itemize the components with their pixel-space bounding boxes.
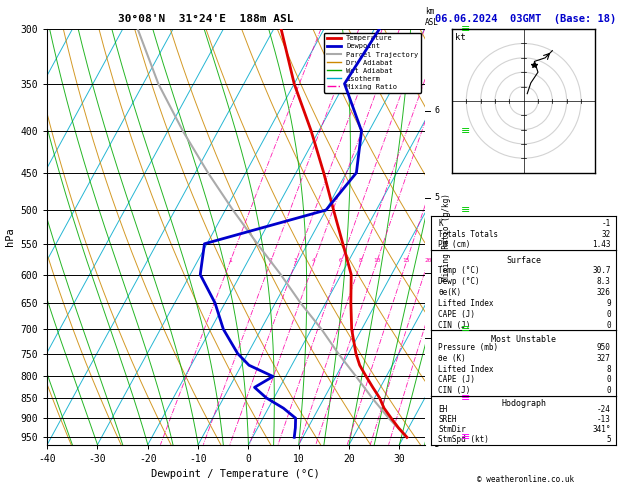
Text: CIN (J): CIN (J) bbox=[438, 386, 470, 395]
Text: -1: -1 bbox=[601, 219, 611, 228]
Text: 9: 9 bbox=[606, 298, 611, 308]
Text: Pressure (mb): Pressure (mb) bbox=[438, 343, 498, 352]
Text: 6: 6 bbox=[339, 258, 343, 262]
Text: -24: -24 bbox=[597, 405, 611, 415]
Text: SREH: SREH bbox=[438, 415, 457, 424]
Text: 4: 4 bbox=[312, 258, 316, 262]
Text: θe(K): θe(K) bbox=[438, 288, 462, 296]
Text: © weatheronline.co.uk: © weatheronline.co.uk bbox=[477, 474, 574, 484]
Text: 32: 32 bbox=[601, 229, 611, 239]
Text: 6: 6 bbox=[434, 106, 439, 116]
Text: θe (K): θe (K) bbox=[438, 354, 466, 363]
Text: ≡: ≡ bbox=[461, 324, 470, 334]
Text: 30°08'N  31°24'E  188m ASL: 30°08'N 31°24'E 188m ASL bbox=[118, 14, 294, 24]
Text: 8: 8 bbox=[606, 364, 611, 374]
Text: Temp (°C): Temp (°C) bbox=[438, 266, 480, 275]
Text: 0: 0 bbox=[606, 320, 611, 330]
Text: K: K bbox=[438, 219, 443, 228]
Text: 327: 327 bbox=[597, 354, 611, 363]
Text: ≡: ≡ bbox=[461, 393, 470, 403]
Text: Hodograph: Hodograph bbox=[501, 399, 546, 409]
X-axis label: Dewpoint / Temperature (°C): Dewpoint / Temperature (°C) bbox=[152, 469, 320, 479]
Text: 0: 0 bbox=[606, 310, 611, 318]
Text: 15: 15 bbox=[403, 258, 410, 262]
Text: Dewp (°C): Dewp (°C) bbox=[438, 277, 480, 286]
Text: 20: 20 bbox=[424, 258, 431, 262]
Text: StmDir: StmDir bbox=[438, 425, 466, 434]
Text: 1: 1 bbox=[434, 440, 439, 449]
Text: -13: -13 bbox=[597, 415, 611, 424]
Text: ≡: ≡ bbox=[461, 24, 470, 34]
Text: PW (cm): PW (cm) bbox=[438, 241, 470, 249]
Text: 341°: 341° bbox=[593, 425, 611, 434]
Text: 30.7: 30.7 bbox=[593, 266, 611, 275]
Text: 2: 2 bbox=[434, 394, 439, 402]
Text: Surface: Surface bbox=[506, 256, 541, 265]
Text: ≡: ≡ bbox=[461, 126, 470, 136]
Text: Mixing Ratio (g/kg): Mixing Ratio (g/kg) bbox=[442, 193, 451, 281]
Text: 1.43: 1.43 bbox=[593, 241, 611, 249]
Text: 06.06.2024  03GMT  (Base: 18): 06.06.2024 03GMT (Base: 18) bbox=[435, 14, 616, 24]
Text: kt: kt bbox=[455, 34, 465, 42]
Text: Lifted Index: Lifted Index bbox=[438, 364, 494, 374]
Y-axis label: hPa: hPa bbox=[5, 227, 15, 246]
Text: Totals Totals: Totals Totals bbox=[438, 229, 498, 239]
Text: Lifted Index: Lifted Index bbox=[438, 298, 494, 308]
Text: 8: 8 bbox=[359, 258, 363, 262]
Text: 0: 0 bbox=[606, 376, 611, 384]
Text: 2: 2 bbox=[269, 258, 272, 262]
Text: EH: EH bbox=[438, 405, 448, 415]
Text: CAPE (J): CAPE (J) bbox=[438, 376, 476, 384]
Text: ≡: ≡ bbox=[461, 205, 470, 215]
Text: CAPE (J): CAPE (J) bbox=[438, 310, 476, 318]
Text: 5: 5 bbox=[606, 435, 611, 444]
Text: StmSpd (kt): StmSpd (kt) bbox=[438, 435, 489, 444]
Text: Most Unstable: Most Unstable bbox=[491, 335, 556, 344]
Text: 1: 1 bbox=[228, 258, 231, 262]
Text: 0: 0 bbox=[606, 386, 611, 395]
Text: 3: 3 bbox=[294, 258, 298, 262]
Text: km
ASL: km ASL bbox=[425, 7, 439, 27]
Text: 950: 950 bbox=[597, 343, 611, 352]
Text: 326: 326 bbox=[597, 288, 611, 296]
Text: 10: 10 bbox=[373, 258, 381, 262]
Text: 4: 4 bbox=[434, 269, 439, 278]
Legend: Temperature, Dewpoint, Parcel Trajectory, Dry Adiabat, Wet Adiabat, Isotherm, Mi: Temperature, Dewpoint, Parcel Trajectory… bbox=[324, 33, 421, 93]
Text: 8.3: 8.3 bbox=[597, 277, 611, 286]
Text: 5: 5 bbox=[434, 193, 439, 202]
Text: CIN (J): CIN (J) bbox=[438, 320, 470, 330]
Text: ≡: ≡ bbox=[461, 433, 470, 442]
Text: 3: 3 bbox=[434, 334, 439, 343]
